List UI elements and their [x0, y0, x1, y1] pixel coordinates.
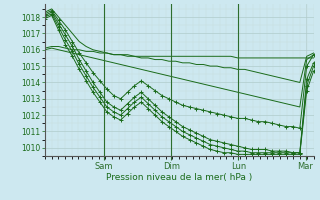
X-axis label: Pression niveau de la mer( hPa ): Pression niveau de la mer( hPa ) — [106, 173, 252, 182]
